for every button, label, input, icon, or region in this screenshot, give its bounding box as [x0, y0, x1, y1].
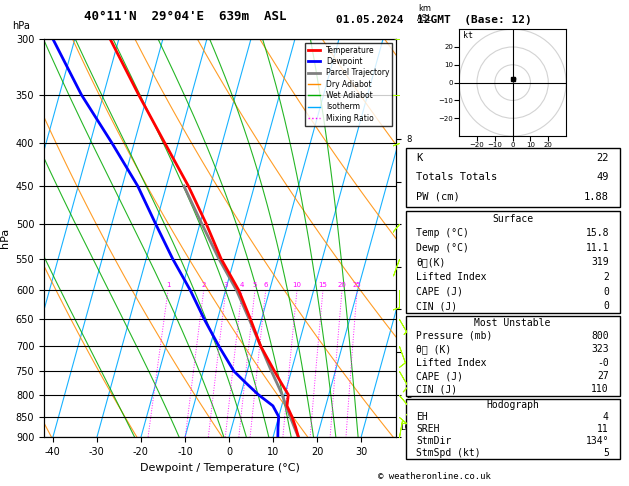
Text: -0: -0	[597, 358, 609, 368]
Text: 40°11'N  29°04'E  639m  ASL: 40°11'N 29°04'E 639m ASL	[84, 10, 286, 23]
Text: θᴇ(K): θᴇ(K)	[416, 258, 446, 267]
Y-axis label: hPa: hPa	[0, 228, 10, 248]
Text: 22: 22	[596, 153, 609, 163]
Text: 134°: 134°	[586, 436, 609, 446]
Text: LCL: LCL	[400, 423, 415, 432]
Text: Pressure (mb): Pressure (mb)	[416, 331, 493, 341]
Text: 800: 800	[591, 331, 609, 341]
Text: Dewp (°C): Dewp (°C)	[416, 243, 469, 253]
Text: 3: 3	[223, 282, 228, 288]
Text: SREH: SREH	[416, 424, 440, 434]
Text: 25: 25	[353, 282, 362, 288]
Text: StmSpd (kt): StmSpd (kt)	[416, 448, 481, 458]
X-axis label: Dewpoint / Temperature (°C): Dewpoint / Temperature (°C)	[140, 463, 300, 473]
Text: Hodograph: Hodograph	[486, 399, 539, 410]
Text: 11: 11	[597, 424, 609, 434]
Text: kt: kt	[463, 31, 473, 40]
FancyBboxPatch shape	[406, 148, 620, 207]
Text: EH: EH	[416, 412, 428, 422]
Text: Most Unstable: Most Unstable	[474, 317, 551, 328]
FancyBboxPatch shape	[406, 399, 620, 459]
Text: km
ASL: km ASL	[416, 3, 432, 23]
Text: Totals Totals: Totals Totals	[416, 173, 498, 182]
Text: 6: 6	[264, 282, 268, 288]
Text: hPa: hPa	[13, 21, 30, 31]
Text: 27: 27	[597, 371, 609, 381]
Text: © weatheronline.co.uk: © weatheronline.co.uk	[377, 472, 491, 481]
Text: 1: 1	[166, 282, 170, 288]
Text: 49: 49	[596, 173, 609, 182]
Text: StmDir: StmDir	[416, 436, 452, 446]
Text: 01.05.2024  12GMT  (Base: 12): 01.05.2024 12GMT (Base: 12)	[336, 15, 532, 25]
Text: 4: 4	[240, 282, 244, 288]
Text: 323: 323	[591, 344, 609, 354]
Text: Temp (°C): Temp (°C)	[416, 228, 469, 238]
Text: 20: 20	[338, 282, 347, 288]
Text: 319: 319	[591, 258, 609, 267]
Text: 11.1: 11.1	[586, 243, 609, 253]
Text: Lifted Index: Lifted Index	[416, 358, 487, 368]
Text: 110: 110	[591, 384, 609, 395]
Text: 1.88: 1.88	[584, 192, 609, 202]
Text: 4: 4	[603, 412, 609, 422]
Text: CAPE (J): CAPE (J)	[416, 287, 464, 296]
Text: 2: 2	[603, 272, 609, 282]
Text: 15: 15	[318, 282, 327, 288]
Text: 5: 5	[603, 448, 609, 458]
Text: θᴇ (K): θᴇ (K)	[416, 344, 452, 354]
Text: Surface: Surface	[492, 214, 533, 224]
Text: PW (cm): PW (cm)	[416, 192, 460, 202]
Text: 0: 0	[603, 301, 609, 311]
FancyBboxPatch shape	[406, 316, 620, 396]
Text: CAPE (J): CAPE (J)	[416, 371, 464, 381]
Text: Lifted Index: Lifted Index	[416, 272, 487, 282]
Text: 5: 5	[253, 282, 257, 288]
Text: 0: 0	[603, 287, 609, 296]
Text: K: K	[416, 153, 423, 163]
Text: 15.8: 15.8	[586, 228, 609, 238]
Text: 10: 10	[292, 282, 301, 288]
Text: CIN (J): CIN (J)	[416, 301, 457, 311]
Legend: Temperature, Dewpoint, Parcel Trajectory, Dry Adiabot, Wet Adiabot, Isotherm, Mi: Temperature, Dewpoint, Parcel Trajectory…	[305, 43, 392, 125]
Text: 2: 2	[201, 282, 206, 288]
FancyBboxPatch shape	[406, 211, 620, 313]
Text: CIN (J): CIN (J)	[416, 384, 457, 395]
